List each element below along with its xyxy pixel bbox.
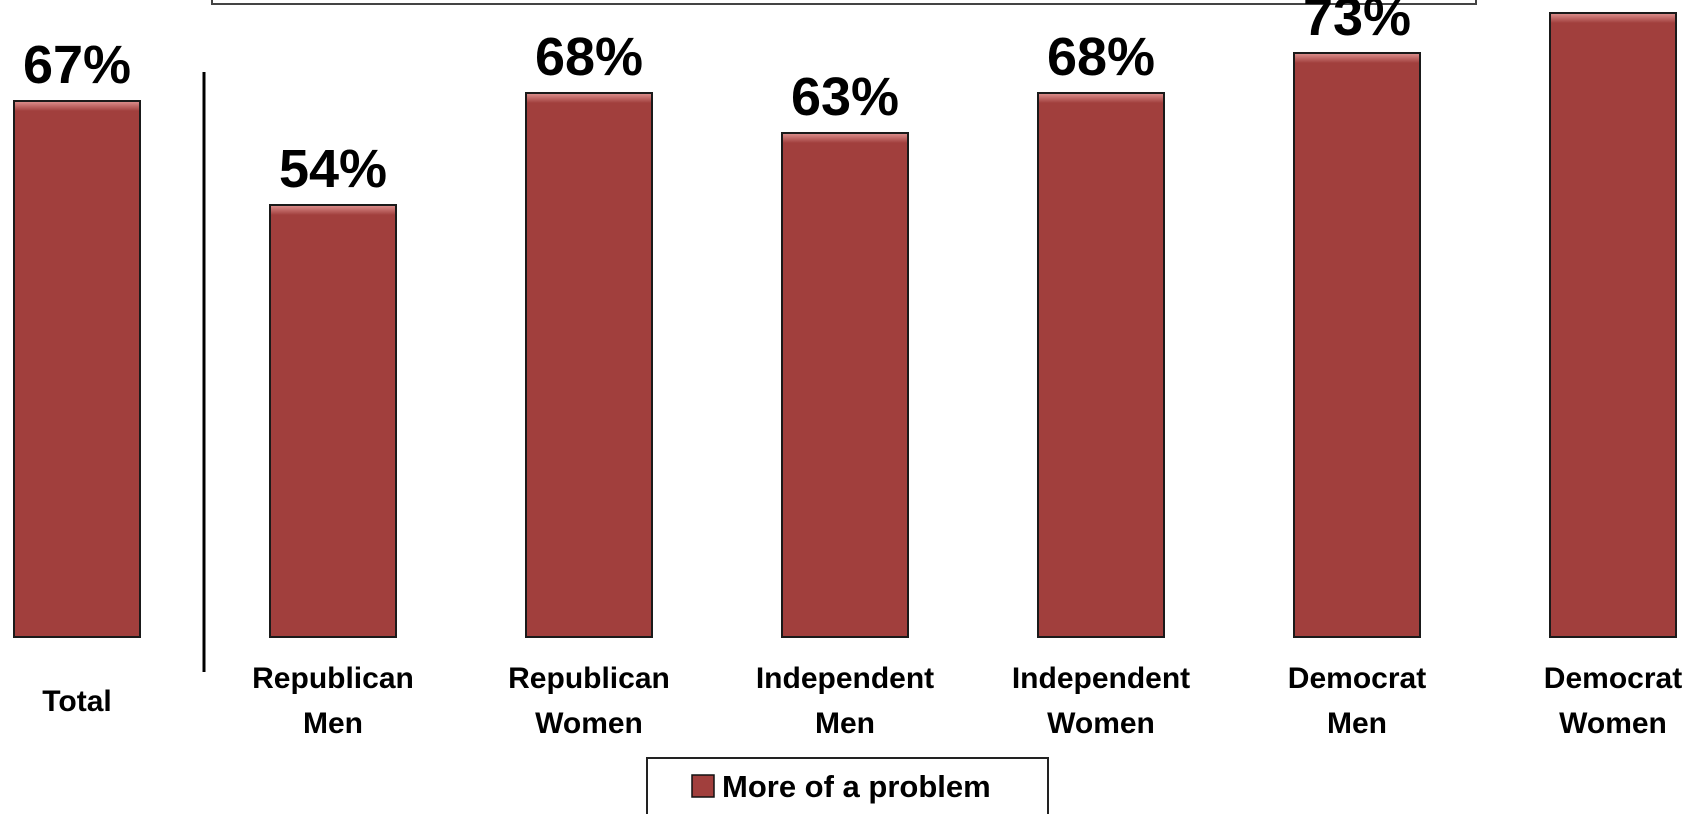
category-label-line: Independent [1012, 662, 1190, 695]
bar-bevel [271, 206, 395, 215]
category-label-line: Women [535, 707, 643, 740]
bar-group [1293, 52, 1421, 638]
title-frame [211, 0, 1477, 5]
legend: More of a problem [646, 757, 1049, 814]
bar-group [1037, 92, 1165, 638]
bar [1293, 52, 1421, 638]
labels-layer: 67% Total 54% Republican Men 68% Republican Wom… [23, 0, 1682, 740]
value-label: 73% [1303, 0, 1411, 47]
category-label-line: Democrat [1544, 662, 1682, 695]
bar [1549, 12, 1677, 638]
value-label: 68% [1047, 27, 1155, 87]
legend-swatch [691, 774, 715, 798]
bar-bevel [15, 102, 139, 111]
category-label-line: Women [1047, 707, 1155, 740]
category-label: Independent Men [756, 662, 934, 740]
bar-group [781, 132, 909, 638]
bar-bevel [527, 94, 651, 103]
category-label-line: Men [303, 707, 363, 740]
category-label-line: Men [1327, 707, 1387, 740]
bar-bevel [1039, 94, 1163, 103]
bar-group [269, 204, 397, 638]
category-label-line: Men [815, 707, 875, 740]
category-label-line: Republican [252, 662, 414, 695]
bars-layer [13, 12, 1677, 638]
category-label: Total [42, 685, 111, 718]
value-label: 78% [1559, 0, 1667, 7]
bar-bevel [1295, 54, 1419, 63]
category-label: Democrat Women [1544, 662, 1682, 740]
value-label: 67% [23, 35, 131, 95]
legend-label: More of a problem [722, 769, 991, 804]
category-label-line: Democrat [1288, 662, 1426, 695]
value-label: 63% [791, 67, 899, 127]
bar-group [13, 100, 141, 638]
category-label: Republican Women [508, 662, 670, 740]
value-label: 68% [535, 27, 643, 87]
category-label: Democrat Men [1288, 662, 1426, 740]
bar [269, 204, 397, 638]
value-label: 54% [279, 139, 387, 199]
bar [525, 92, 653, 638]
category-label-line: Total [42, 685, 111, 718]
category-label-line: Women [1559, 707, 1667, 740]
bar [1037, 92, 1165, 638]
bar [781, 132, 909, 638]
category-label: Independent Women [1012, 662, 1190, 740]
bar-bevel [1551, 14, 1675, 23]
category-label-line: Republican [508, 662, 670, 695]
category-label: Republican Men [252, 662, 414, 740]
bar-group [525, 92, 653, 638]
category-label-line: Independent [756, 662, 934, 695]
bar-group [1549, 12, 1677, 638]
bar-bevel [783, 134, 907, 143]
bar [13, 100, 141, 638]
